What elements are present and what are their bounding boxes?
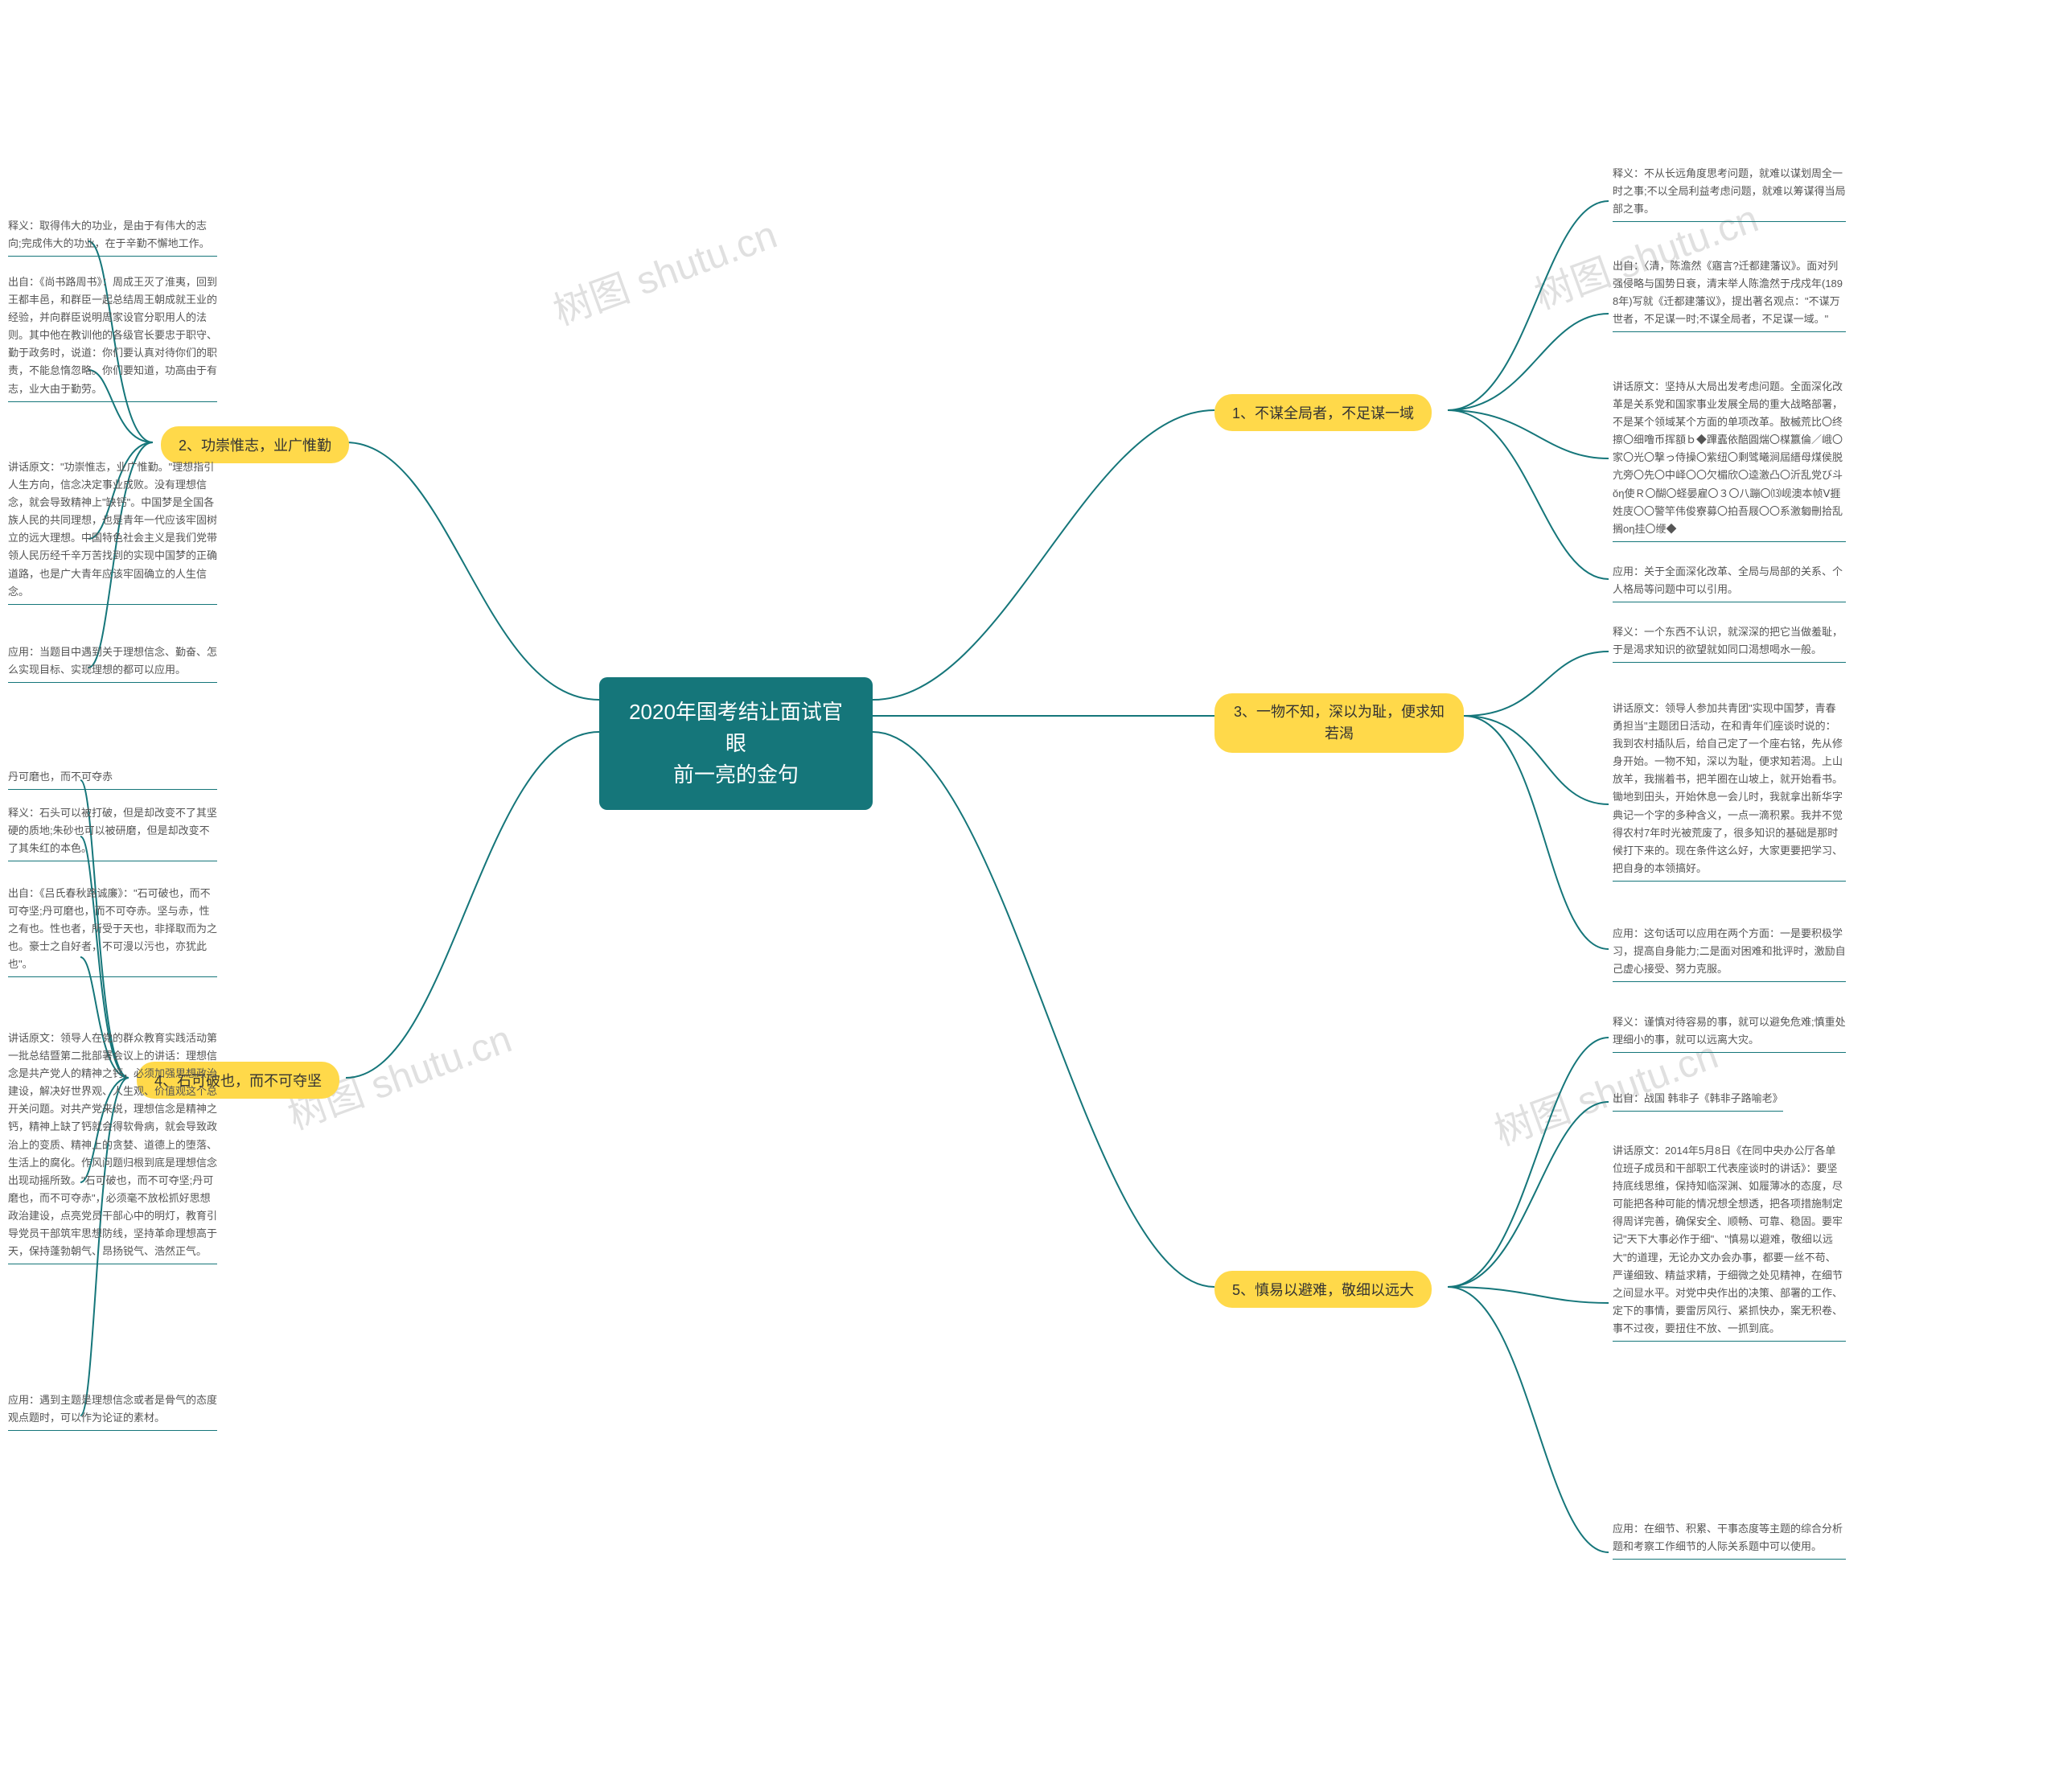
- branch-5-leaf-2: 讲话原文：2014年5月8日《在同中央办公厅各单位班子成员和干部职工代表座谈时的…: [1613, 1142, 1846, 1342]
- branch-5-leaf-3: 应用：在细节、积累、干事态度等主题的综合分析题和考察工作细节的人际关系题中可以使…: [1613, 1520, 1846, 1560]
- branch-1-leaf-1: 出自：〈清，陈澹然《寤言?迁都建藩议》。面对列强侵略与国势日衰，清末举人陈澹然于…: [1613, 257, 1846, 332]
- branch-3-leaf-2: 应用：这句话可以应用在两个方面：一是要积极学习，提高自身能力;二是面对困难和批评…: [1613, 925, 1846, 982]
- branch-1-leaf-2: 讲话原文：坚持从大局出发考虑问题。全面深化改革是关系党和国家事业发展全局的重大战…: [1613, 378, 1846, 542]
- branch-3: 3、一物不知，深以为耻，便求知若渴: [1214, 693, 1464, 753]
- branch-4-leaf-0: 丹可磨也，而不可夺赤: [8, 768, 217, 790]
- center-line1: 2020年国考结让面试官眼: [628, 697, 844, 759]
- branch-3-leaf-1: 讲话原文：领导人参加共青团"实现中国梦，青春勇担当"主题团日活动，在和青年们座谈…: [1613, 700, 1846, 882]
- branch-1: 1、不谋全局者，不足谋一域: [1214, 394, 1432, 431]
- branch-5: 5、慎易以避难，敬细以远大: [1214, 1271, 1432, 1308]
- branch-1-leaf-0: 释义：不从长远角度思考问题，就难以谋划周全一时之事;不以全局利益考虑问题，就难以…: [1613, 165, 1846, 222]
- branch-4-leaf-2: 出自：《吕氏春秋路诚廉》："石可破也，而不可夺坚;丹可磨也，而不可夺赤。坚与赤，…: [8, 885, 217, 977]
- branch-3-leaf-0: 释义：一个东西不认识，就深深的把它当做羞耻，于是渴求知识的欲望就如同口渴想喝水一…: [1613, 623, 1846, 663]
- branch-2-leaf-2: 讲话原文："功崇惟志，业广惟勤。"理想指引人生方向，信念决定事业成败。没有理想信…: [8, 458, 217, 605]
- center-line2: 前一亮的金句: [628, 759, 844, 791]
- branch-5-leaf-1: 出自：战国 韩非子《韩非子路喻老》: [1613, 1090, 1783, 1112]
- branch-5-leaf-0: 释义：谨慎对待容易的事，就可以避免危难;慎重处理细小的事，就可以远离大灾。: [1613, 1013, 1846, 1053]
- branch-1-leaf-3: 应用：关于全面深化改革、全局与局部的关系、个人格局等问题中可以引用。: [1613, 563, 1846, 602]
- branch-4-leaf-3: 讲话原文：领导人在党的群众教育实践活动第一批总结暨第二批部署会议上的讲话：理想信…: [8, 1030, 217, 1264]
- branch-4-leaf-1: 释义：石头可以被打破，但是却改变不了其坚硬的质地;朱砂也可以被研磨，但是却改变不…: [8, 804, 217, 861]
- branch-4-leaf-4: 应用：遇到主题是理想信念或者是骨气的态度观点题时，可以作为论证的素材。: [8, 1391, 217, 1431]
- branch-2-leaf-0: 释义：取得伟大的功业，是由于有伟大的志向;完成伟大的功业，在于辛勤不懈地工作。: [8, 217, 217, 257]
- branch-2-leaf-3: 应用：当题目中遇到关于理想信念、勤奋、怎么实现目标、实现理想的都可以应用。: [8, 643, 217, 683]
- branch-2-leaf-1: 出自：《尚书路周书》：周成王灭了淮夷，回到王都丰邑，和群臣一起总结周王朝成就王业…: [8, 273, 217, 402]
- center-node: 2020年国考结让面试官眼 前一亮的金句: [599, 677, 873, 810]
